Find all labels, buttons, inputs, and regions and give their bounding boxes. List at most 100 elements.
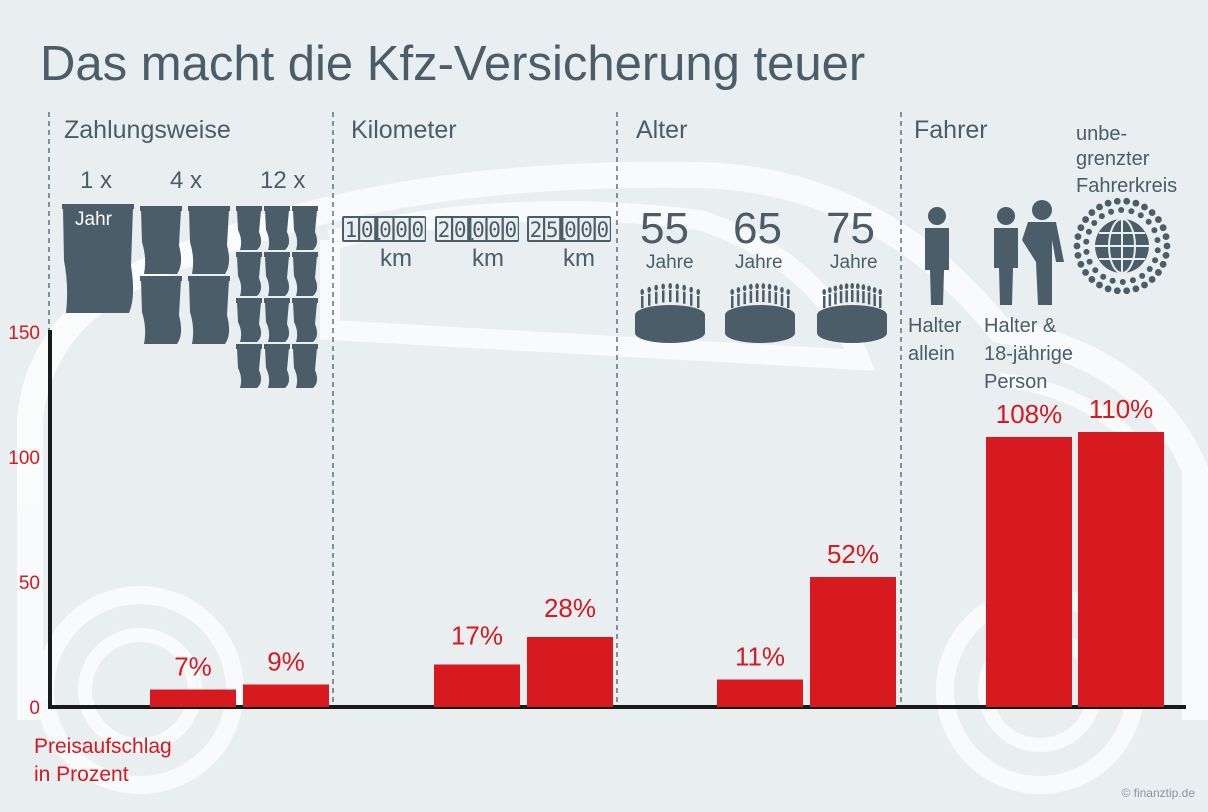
driver-cat-2-line-1: Halter & (984, 315, 1057, 337)
payment-icons: 1 x 4 x 12 x Jahr (62, 167, 318, 388)
svg-text:0: 0 (472, 218, 485, 242)
group-header-kilometer: Kilometer (351, 116, 457, 144)
section-dividers (48, 112, 902, 706)
calendar-page-icon (292, 344, 318, 388)
jahre-label-2: Jahre (735, 252, 783, 273)
bar-zahlungsweise-2 (243, 684, 329, 707)
svg-text:.: . (377, 224, 382, 244)
bar-alter-2 (810, 577, 896, 707)
group-headers: Zahlungsweise Kilometer Alter Fahrer (64, 116, 988, 144)
bar-kilometer-1 (434, 664, 520, 707)
group-header-alter: Alter (636, 116, 687, 144)
ylabel-line-2: in Prozent (34, 763, 129, 786)
calendar-yearly-icon (62, 204, 134, 313)
age-55: 55 (640, 204, 689, 253)
driver-cat-1-line-1: Halter (908, 315, 962, 337)
y-tick-label: 100 (8, 448, 40, 469)
value-label: 7% (174, 652, 212, 682)
driver-cat-3-line-3: Fahrerkreis (1076, 175, 1177, 197)
group-header-zahlungsweise: Zahlungsweise (64, 116, 231, 144)
odometer-10000-icon: 1 0 0 0 0. (342, 216, 426, 244)
driver-cat-2-line-3: Person (984, 371, 1047, 393)
odometer-25000-icon: 2 5 0 0 0. (527, 216, 611, 244)
calendar-year-label: Jahr (75, 209, 113, 230)
driver-icons: Halter allein Halter & 18-jährige Person… (908, 123, 1177, 393)
svg-text:0: 0 (564, 218, 577, 242)
calendar-page-icon (62, 204, 134, 313)
calendar-page-icon (264, 344, 290, 388)
svg-text:1: 1 (345, 218, 358, 242)
calendar-page-icon (236, 206, 262, 250)
calendar-page-icon (140, 276, 182, 344)
svg-text:2: 2 (438, 218, 451, 242)
y-tick-label: 50 (19, 573, 40, 594)
value-label: 52% (827, 539, 879, 569)
svg-text:2: 2 (530, 218, 543, 242)
calendar-page-icon (264, 298, 290, 342)
svg-text:0: 0 (379, 218, 392, 242)
age-65: 65 (733, 204, 782, 253)
ylabel-line-1: Preisaufschlag (34, 735, 172, 758)
bar-fahrer-1 (986, 437, 1072, 707)
value-labels: 7% 9% 17% 28% 11% 52% 108% 110% (174, 394, 1153, 682)
calendar-page-icon (188, 276, 230, 344)
calendar-page-icon (292, 206, 318, 250)
calendar-page-icon (236, 252, 262, 296)
birthday-cake-icon (817, 283, 887, 343)
calendar-page-icon (292, 298, 318, 342)
value-label: 9% (267, 647, 305, 677)
odometer-icons: 1 0 0 0 0. 2 0 0 0 0. 2 5 0 0 0. km km km (342, 216, 611, 272)
km-label-2: km (472, 245, 504, 272)
svg-text:.: . (562, 224, 567, 244)
driver-cat-3-line-1: unbe- (1076, 123, 1127, 145)
bar-fahrer-2 (1078, 432, 1164, 707)
calendar-page-icon (292, 252, 318, 296)
value-label: 11% (735, 642, 785, 672)
group-header-fahrer: Fahrer (914, 116, 988, 144)
svg-text:0: 0 (504, 218, 517, 242)
bars (150, 432, 1164, 707)
svg-text:0: 0 (580, 218, 593, 242)
payment-label-12x: 12 x (260, 167, 305, 194)
jahre-label-1: Jahre (646, 252, 694, 273)
birthday-cake-icon (725, 283, 795, 343)
payment-label-4x: 4 x (170, 167, 202, 194)
svg-text:0: 0 (488, 218, 501, 242)
jahre-label-3: Jahre (830, 252, 878, 273)
km-label-1: km (380, 245, 412, 272)
value-label: 108% (996, 399, 1063, 429)
age-icons: 55 65 75 Jahre Jahre Jahre (635, 204, 887, 343)
bar-kilometer-2 (527, 637, 613, 707)
driver-cat-3-line-2: grenzter (1076, 148, 1150, 170)
odometer-20000-icon: 2 0 0 0 0. (435, 216, 519, 244)
calendar-monthly-icon (236, 206, 318, 388)
value-label: 17% (451, 621, 503, 651)
driver-cat-1-line-2: allein (908, 343, 955, 365)
svg-text:0: 0 (596, 218, 609, 242)
value-label: 28% (544, 593, 596, 623)
km-label-3: km (563, 245, 595, 272)
svg-text:0: 0 (361, 218, 374, 242)
two-persons-icon (994, 200, 1064, 305)
calendar-quarterly-icon (140, 206, 230, 344)
birthday-cake-icon (635, 283, 705, 343)
single-person-icon (925, 207, 949, 305)
calendar-page-icon (236, 298, 262, 342)
calendar-page-icon (188, 206, 230, 274)
y-tick-label: 150 (8, 323, 40, 344)
svg-text:0: 0 (395, 218, 408, 242)
chart-title: Das macht die Kfz-Versicherung teuer (40, 37, 865, 91)
y-tick-label: 0 (29, 698, 40, 719)
payment-label-1x: 1 x (80, 167, 112, 194)
svg-text:.: . (470, 224, 475, 244)
calendar-page-icon (264, 252, 290, 296)
globe-crowd-icon (1073, 197, 1171, 295)
calendar-page-icon (140, 206, 182, 274)
bar-alter-1 (717, 679, 803, 707)
calendar-page-icon (264, 206, 290, 250)
value-label: 110% (1089, 394, 1154, 424)
driver-cat-2-line-2: 18-jährige (984, 343, 1073, 365)
age-75: 75 (826, 204, 875, 253)
